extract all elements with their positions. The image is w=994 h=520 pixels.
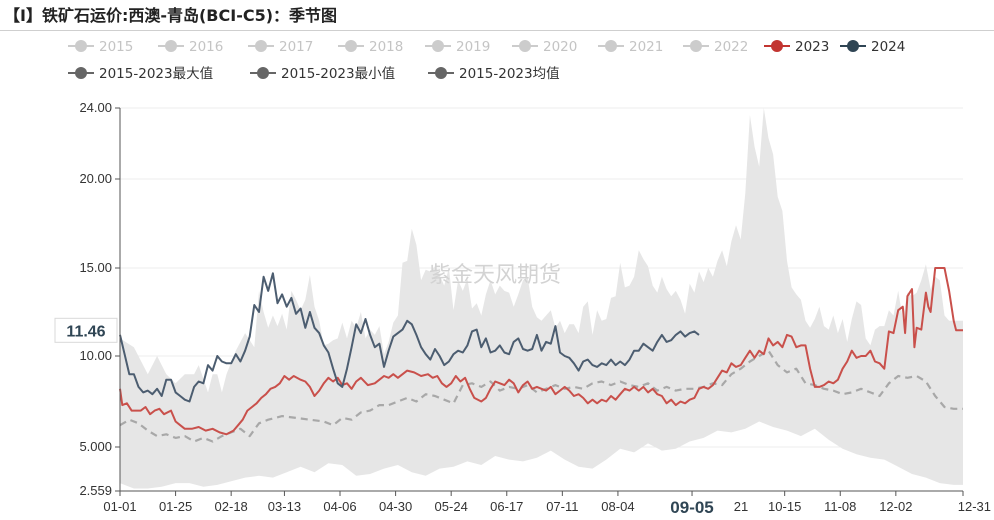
series-line-1 (119, 267, 963, 436)
legend-item-2021[interactable]: 2021 (598, 39, 663, 55)
y-tick-label: 5.000 (79, 439, 112, 454)
x-tick-label: 12-02 (879, 499, 912, 514)
y-tick-label: 2.559 (79, 483, 112, 498)
watermark: 紫金天风期货 (429, 263, 561, 288)
y-tick-label: 15.00 (79, 260, 112, 275)
legend-marker (345, 40, 357, 52)
series-line-2 (119, 272, 700, 403)
legend-marker (75, 40, 87, 52)
x-tick-label: 12-31 (958, 499, 991, 514)
crosshair-y-label-bg (54, 317, 118, 343)
legend-marker (605, 40, 617, 52)
legend-label: 2024 (871, 39, 905, 55)
legend-label: 2015-2023最大值 (99, 66, 213, 82)
x-tick-label: 11-08 (824, 499, 856, 514)
x-tick-label: 05-24 (435, 499, 468, 514)
x-tick-label: 08-04 (601, 499, 634, 514)
legend-marker (165, 40, 177, 52)
x-tick-label: 01-01 (103, 499, 136, 514)
crosshair-y-label: 11.46 (66, 323, 105, 340)
legend-label: 2022 (714, 39, 748, 55)
x-tick-label: 10-15 (768, 499, 801, 514)
legend-marker (690, 40, 702, 52)
legend-label: 2021 (629, 39, 663, 55)
title-divider (0, 30, 994, 31)
crosshair-x-label: 09-05 (670, 498, 713, 517)
legend-marker (771, 40, 783, 52)
legend-marker (847, 40, 859, 52)
x-tick-label-fragment: 21 (734, 499, 748, 514)
legend-item-2015-2023最大值[interactable]: 2015-2023最大值 (68, 66, 213, 82)
legend-marker (432, 40, 444, 52)
x-tick-label: 02-18 (215, 499, 248, 514)
legend-item-2015-2023最小值[interactable]: 2015-2023最小值 (250, 66, 395, 82)
x-tick-label: 07-11 (546, 499, 578, 514)
y-tick-label: 24.00 (79, 100, 112, 115)
legend-item-2024[interactable]: 2024 (840, 39, 905, 55)
series-line-0 (119, 349, 963, 443)
y-tick-label: 10.00 (79, 348, 112, 363)
legend-item-2022[interactable]: 2022 (683, 39, 748, 55)
legend-label: 2018 (369, 39, 403, 55)
legend-label: 2019 (456, 39, 490, 55)
legend-marker (75, 67, 87, 79)
x-tick-label: 04-06 (323, 499, 356, 514)
x-tick-label: 06-17 (490, 499, 523, 514)
x-tick-label: 03-13 (268, 499, 301, 514)
legend-marker (519, 40, 531, 52)
legend-marker (257, 67, 269, 79)
legend-label: 2015-2023均值 (459, 66, 560, 82)
legend-label: 2023 (795, 39, 829, 55)
legend-item-2016[interactable]: 2016 (158, 39, 223, 55)
max-min-band (120, 108, 963, 489)
legend-item-2015-2023均值[interactable]: 2015-2023均值 (428, 66, 560, 82)
legend-item-2023[interactable]: 2023 (764, 39, 829, 55)
y-tick-label: 20.00 (79, 171, 112, 186)
legend-label: 2020 (543, 39, 577, 55)
legend-marker (255, 40, 267, 52)
legend-label: 2015 (99, 39, 133, 55)
legend-marker (435, 67, 447, 79)
page-title: 【I】铁矿石运价:西澳-青岛(BCI-C5)：季节图 (4, 6, 338, 25)
legend-item-2015[interactable]: 2015 (68, 39, 133, 55)
legend-label: 2016 (189, 39, 223, 55)
legend-item-2019[interactable]: 2019 (425, 39, 490, 55)
x-tick-label: 01-25 (159, 499, 192, 514)
crosshair-x-label-bg (662, 496, 725, 520)
legend-label: 2017 (279, 39, 313, 55)
legend-item-2018[interactable]: 2018 (338, 39, 403, 55)
legend-label: 2015-2023最小值 (281, 66, 395, 82)
legend-item-2020[interactable]: 2020 (512, 39, 577, 55)
legend-item-2017[interactable]: 2017 (248, 39, 313, 55)
x-tick-label: 04-30 (379, 499, 412, 514)
